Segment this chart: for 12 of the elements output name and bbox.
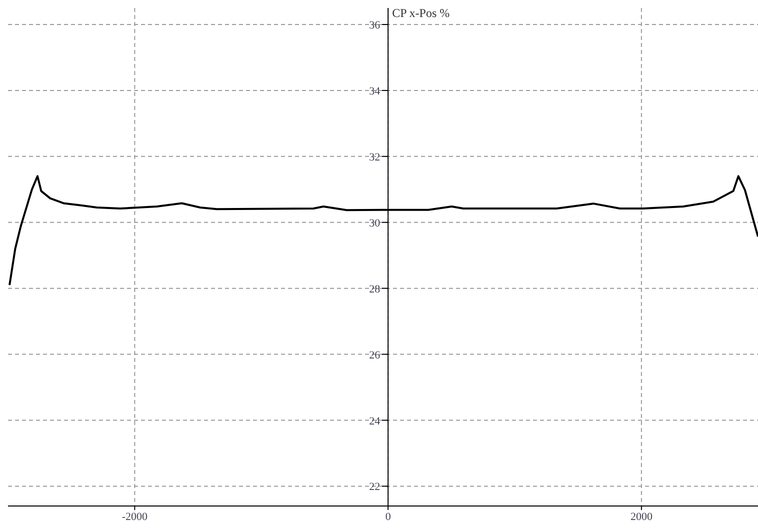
y-tick-label: 22 [369, 481, 380, 494]
y-tick-label: 36 [369, 19, 381, 32]
y-tick-label: 32 [369, 151, 380, 164]
y-tick-label: 26 [369, 349, 381, 362]
y-tick-label: 28 [369, 283, 381, 296]
y-axis-title: CP x-Pos % [392, 6, 450, 21]
y-tick-label: 24 [369, 415, 381, 428]
x-tick-label: 2000 [630, 510, 653, 523]
x-tick-label: -2000 [122, 510, 148, 523]
x-tick-label: 0 [385, 510, 392, 523]
y-tick-label: 34 [369, 85, 381, 98]
y-tick-label: 30 [369, 217, 381, 230]
